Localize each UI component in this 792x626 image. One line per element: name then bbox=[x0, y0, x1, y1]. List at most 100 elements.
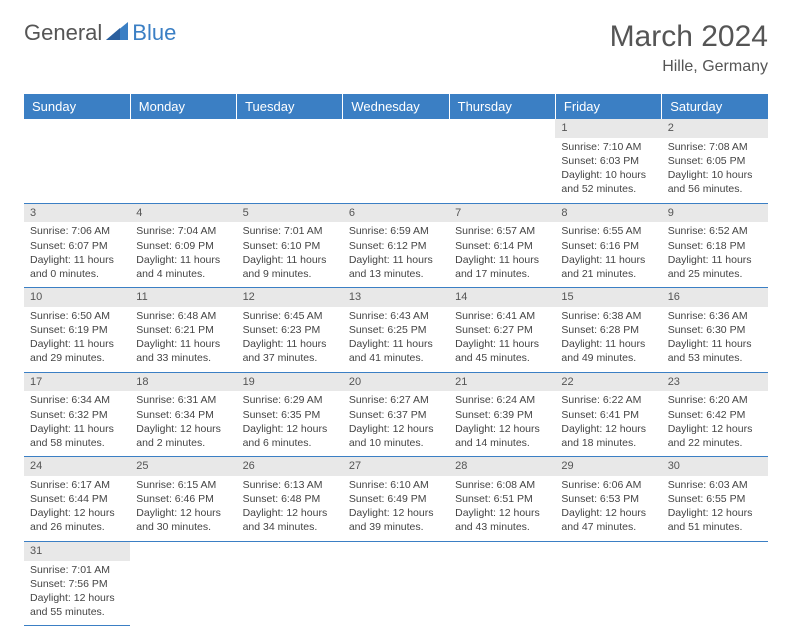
day-number-cell: 5 bbox=[237, 203, 343, 222]
sunrise-text: Sunrise: 6:03 AM bbox=[668, 478, 762, 492]
location: Hille, Germany bbox=[610, 58, 768, 76]
daylight-text-1: Daylight: 12 hours bbox=[243, 506, 337, 520]
sunset-text: Sunset: 6:12 PM bbox=[349, 239, 443, 253]
day-number-row: 17181920212223 bbox=[24, 372, 768, 391]
sunrise-text: Sunrise: 6:48 AM bbox=[136, 309, 230, 323]
daylight-text-2: and 53 minutes. bbox=[668, 351, 762, 365]
daylight-text-2: and 55 minutes. bbox=[30, 605, 124, 619]
day-number-cell: 23 bbox=[662, 372, 768, 391]
day-detail-cell bbox=[449, 138, 555, 203]
daylight-text-1: Daylight: 12 hours bbox=[136, 506, 230, 520]
sunrise-text: Sunrise: 6:08 AM bbox=[455, 478, 549, 492]
day-number-cell: 3 bbox=[24, 203, 130, 222]
day-detail-cell: Sunrise: 6:41 AMSunset: 6:27 PMDaylight:… bbox=[449, 307, 555, 372]
day-number-cell: 13 bbox=[343, 288, 449, 307]
daylight-text-1: Daylight: 12 hours bbox=[349, 422, 443, 436]
sunset-text: Sunset: 6:10 PM bbox=[243, 239, 337, 253]
day-detail-cell: Sunrise: 6:15 AMSunset: 6:46 PMDaylight:… bbox=[130, 476, 236, 541]
day-detail-cell: Sunrise: 7:04 AMSunset: 6:09 PMDaylight:… bbox=[130, 222, 236, 287]
day-detail-cell: Sunrise: 6:36 AMSunset: 6:30 PMDaylight:… bbox=[662, 307, 768, 372]
daylight-text-1: Daylight: 11 hours bbox=[561, 253, 655, 267]
sunset-text: Sunset: 6:21 PM bbox=[136, 323, 230, 337]
day-detail-cell: Sunrise: 6:38 AMSunset: 6:28 PMDaylight:… bbox=[555, 307, 661, 372]
day-detail-cell: Sunrise: 6:22 AMSunset: 6:41 PMDaylight:… bbox=[555, 391, 661, 456]
day-detail-cell bbox=[237, 138, 343, 203]
day-detail-cell: Sunrise: 6:27 AMSunset: 6:37 PMDaylight:… bbox=[343, 391, 449, 456]
day-detail-cell bbox=[24, 138, 130, 203]
daylight-text-2: and 58 minutes. bbox=[30, 436, 124, 450]
daylight-text-2: and 33 minutes. bbox=[136, 351, 230, 365]
daylight-text-2: and 22 minutes. bbox=[668, 436, 762, 450]
sunset-text: Sunset: 6:48 PM bbox=[243, 492, 337, 506]
daylight-text-1: Daylight: 12 hours bbox=[455, 422, 549, 436]
sunrise-text: Sunrise: 7:10 AM bbox=[561, 140, 655, 154]
sunrise-text: Sunrise: 6:57 AM bbox=[455, 224, 549, 238]
daylight-text-1: Daylight: 11 hours bbox=[30, 337, 124, 351]
sunset-text: Sunset: 6:18 PM bbox=[668, 239, 762, 253]
daylight-text-1: Daylight: 11 hours bbox=[30, 253, 124, 267]
sunset-text: Sunset: 6:14 PM bbox=[455, 239, 549, 253]
day-detail-cell: Sunrise: 6:20 AMSunset: 6:42 PMDaylight:… bbox=[662, 391, 768, 456]
sunset-text: Sunset: 6:46 PM bbox=[136, 492, 230, 506]
day-detail-cell bbox=[130, 561, 236, 626]
day-number-cell bbox=[237, 541, 343, 560]
day-detail-cell: Sunrise: 6:59 AMSunset: 6:12 PMDaylight:… bbox=[343, 222, 449, 287]
sunrise-text: Sunrise: 6:55 AM bbox=[561, 224, 655, 238]
daylight-text-1: Daylight: 11 hours bbox=[136, 253, 230, 267]
sunset-text: Sunset: 6:23 PM bbox=[243, 323, 337, 337]
weekday-header: Tuesday bbox=[237, 94, 343, 119]
daylight-text-1: Daylight: 11 hours bbox=[349, 253, 443, 267]
header: General Blue March 2024 Hille, Germany bbox=[24, 20, 768, 76]
day-number-cell: 2 bbox=[662, 119, 768, 138]
logo-text-2: Blue bbox=[132, 20, 176, 46]
day-number-cell: 17 bbox=[24, 372, 130, 391]
day-number-cell: 24 bbox=[24, 457, 130, 476]
day-detail-cell: Sunrise: 7:01 AMSunset: 7:56 PMDaylight:… bbox=[24, 561, 130, 626]
sunrise-text: Sunrise: 7:01 AM bbox=[30, 563, 124, 577]
weekday-header: Wednesday bbox=[343, 94, 449, 119]
daylight-text-2: and 9 minutes. bbox=[243, 267, 337, 281]
sunrise-text: Sunrise: 6:43 AM bbox=[349, 309, 443, 323]
day-number-cell bbox=[130, 119, 236, 138]
sunrise-text: Sunrise: 6:41 AM bbox=[455, 309, 549, 323]
day-number-cell: 30 bbox=[662, 457, 768, 476]
daylight-text-2: and 30 minutes. bbox=[136, 520, 230, 534]
day-number-cell: 7 bbox=[449, 203, 555, 222]
daylight-text-1: Daylight: 12 hours bbox=[455, 506, 549, 520]
day-number-cell bbox=[237, 119, 343, 138]
daylight-text-1: Daylight: 11 hours bbox=[30, 422, 124, 436]
day-detail-row: Sunrise: 7:01 AMSunset: 7:56 PMDaylight:… bbox=[24, 561, 768, 626]
daylight-text-2: and 45 minutes. bbox=[455, 351, 549, 365]
sunrise-text: Sunrise: 6:10 AM bbox=[349, 478, 443, 492]
day-detail-cell: Sunrise: 7:10 AMSunset: 6:03 PMDaylight:… bbox=[555, 138, 661, 203]
sunset-text: Sunset: 6:30 PM bbox=[668, 323, 762, 337]
sunset-text: Sunset: 6:07 PM bbox=[30, 239, 124, 253]
day-detail-cell: Sunrise: 6:52 AMSunset: 6:18 PMDaylight:… bbox=[662, 222, 768, 287]
day-detail-row: Sunrise: 6:17 AMSunset: 6:44 PMDaylight:… bbox=[24, 476, 768, 541]
day-number-cell bbox=[662, 541, 768, 560]
day-number-cell: 4 bbox=[130, 203, 236, 222]
sunset-text: Sunset: 6:41 PM bbox=[561, 408, 655, 422]
logo: General Blue bbox=[24, 20, 176, 46]
day-detail-cell bbox=[343, 561, 449, 626]
sunrise-text: Sunrise: 6:15 AM bbox=[136, 478, 230, 492]
daylight-text-2: and 52 minutes. bbox=[561, 182, 655, 196]
daylight-text-1: Daylight: 11 hours bbox=[349, 337, 443, 351]
day-detail-cell: Sunrise: 6:57 AMSunset: 6:14 PMDaylight:… bbox=[449, 222, 555, 287]
day-number-cell: 26 bbox=[237, 457, 343, 476]
day-number-cell bbox=[449, 541, 555, 560]
sunset-text: Sunset: 6:42 PM bbox=[668, 408, 762, 422]
sunrise-text: Sunrise: 6:59 AM bbox=[349, 224, 443, 238]
day-detail-cell: Sunrise: 6:48 AMSunset: 6:21 PMDaylight:… bbox=[130, 307, 236, 372]
daylight-text-2: and 6 minutes. bbox=[243, 436, 337, 450]
day-detail-row: Sunrise: 6:50 AMSunset: 6:19 PMDaylight:… bbox=[24, 307, 768, 372]
sunrise-text: Sunrise: 6:36 AM bbox=[668, 309, 762, 323]
daylight-text-2: and 25 minutes. bbox=[668, 267, 762, 281]
sunrise-text: Sunrise: 6:31 AM bbox=[136, 393, 230, 407]
daylight-text-2: and 14 minutes. bbox=[455, 436, 549, 450]
daylight-text-1: Daylight: 11 hours bbox=[455, 253, 549, 267]
daylight-text-2: and 2 minutes. bbox=[136, 436, 230, 450]
sunrise-text: Sunrise: 7:01 AM bbox=[243, 224, 337, 238]
logo-text-1: General bbox=[24, 20, 102, 46]
sunrise-text: Sunrise: 6:17 AM bbox=[30, 478, 124, 492]
